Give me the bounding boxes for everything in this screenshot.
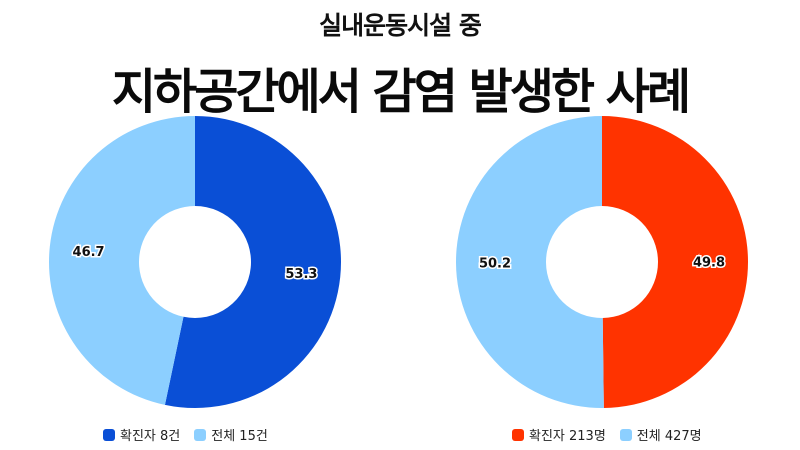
legend-item: 전체 427명 bbox=[619, 425, 702, 444]
chart-subtitle: 실내운동시설 중 bbox=[319, 11, 482, 40]
slice-value-label: 46.7 bbox=[73, 245, 105, 260]
legend-label: 전체 427명 bbox=[636, 429, 702, 444]
legend-facilities: 확진자 8건 전체 15건 bbox=[103, 425, 282, 444]
donut-slice bbox=[49, 116, 195, 405]
donut-slice bbox=[602, 116, 748, 408]
donut-chart-facilities: 53.3 46.7 bbox=[45, 112, 345, 412]
legend-label: 확진자 213명 bbox=[529, 429, 606, 444]
legend-swatch bbox=[194, 428, 207, 441]
legend-swatch bbox=[103, 428, 115, 441]
slice-value-label: 49.8 bbox=[693, 255, 725, 270]
donut-chart-cases: 49.8 50.2 bbox=[452, 112, 752, 412]
slice-value-label: 53.3 bbox=[285, 267, 317, 282]
legend-cases: 확진자 213명 전체 427명 bbox=[512, 425, 716, 444]
legend-item: 확진자 8건 bbox=[103, 425, 180, 444]
donut-chart-cases-svg: 49.8 50.2 bbox=[455, 116, 748, 408]
donut-slice bbox=[455, 116, 604, 408]
legend-item: 전체 15건 bbox=[194, 425, 268, 444]
legend-swatch bbox=[512, 428, 524, 441]
legend-label: 확진자 8건 bbox=[120, 429, 181, 444]
legend-label: 전체 15건 bbox=[211, 429, 268, 444]
chart-title: 지하공간에서 감염 발생한 사례 bbox=[111, 64, 691, 120]
donut-chart-facilities-svg: 53.3 46.7 bbox=[49, 116, 342, 409]
legend-swatch bbox=[619, 428, 632, 441]
slice-value-label: 50.2 bbox=[479, 257, 511, 272]
donut-slice bbox=[164, 116, 342, 409]
legend-item: 확진자 213명 bbox=[512, 425, 606, 444]
